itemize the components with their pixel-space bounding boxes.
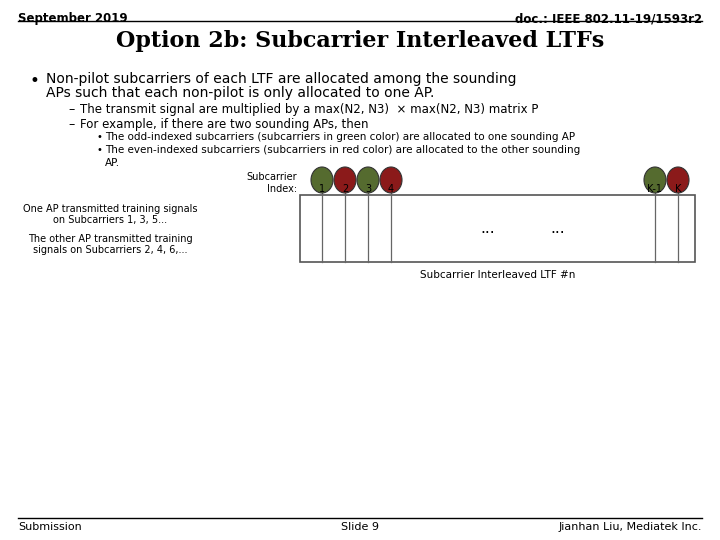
Text: APs such that each non-pilot is only allocated to one AP.: APs such that each non-pilot is only all… (46, 86, 434, 100)
Text: Submission: Submission (18, 522, 82, 532)
Ellipse shape (644, 167, 666, 193)
Text: ...: ... (481, 221, 495, 236)
Ellipse shape (357, 167, 379, 193)
Text: –: – (68, 103, 74, 116)
Text: The transmit signal are multiplied by a max(N2, N3)  × max(N2, N3) matrix P: The transmit signal are multiplied by a … (80, 103, 539, 116)
Text: 4: 4 (388, 184, 394, 194)
Text: •: • (30, 72, 40, 90)
Text: 2: 2 (342, 184, 348, 194)
Bar (300, 195, 695, 262)
Text: The odd-indexed subcarriers (subcarriers in green color) are allocated to one so: The odd-indexed subcarriers (subcarriers… (105, 132, 575, 142)
Text: September 2019: September 2019 (18, 12, 127, 25)
Text: ...: ... (551, 221, 565, 236)
Text: The even-indexed subcarriers (subcarriers in red color) are allocated to the oth: The even-indexed subcarriers (subcarrier… (105, 145, 580, 155)
Text: Slide 9: Slide 9 (341, 522, 379, 532)
Ellipse shape (334, 167, 356, 193)
Text: AP.: AP. (105, 158, 120, 168)
Text: 1: 1 (319, 184, 325, 194)
Text: on Subcarriers 1, 3, 5...: on Subcarriers 1, 3, 5... (53, 215, 167, 225)
Text: •: • (96, 145, 102, 155)
Ellipse shape (667, 167, 689, 193)
Text: One AP transmitted training signals: One AP transmitted training signals (23, 204, 197, 214)
Text: doc.: IEEE 802.11-19/1593r2: doc.: IEEE 802.11-19/1593r2 (515, 12, 702, 25)
Ellipse shape (311, 167, 333, 193)
Text: –: – (68, 118, 74, 131)
Text: Option 2b: Subcarrier Interleaved LTFs: Option 2b: Subcarrier Interleaved LTFs (116, 30, 604, 52)
Text: K-1: K-1 (647, 184, 662, 194)
Text: The other AP transmitted training: The other AP transmitted training (27, 234, 192, 244)
Text: •: • (96, 132, 102, 142)
Text: For example, if there are two sounding APs, then: For example, if there are two sounding A… (80, 118, 369, 131)
Text: Subcarrier
Index:: Subcarrier Index: (246, 172, 297, 194)
Text: 3: 3 (365, 184, 371, 194)
Text: Subcarrier Interleaved LTF #n: Subcarrier Interleaved LTF #n (420, 270, 575, 280)
Text: Non-pilot subcarriers of each LTF are allocated among the sounding: Non-pilot subcarriers of each LTF are al… (46, 72, 516, 86)
Text: signals on Subcarriers 2, 4, 6,...: signals on Subcarriers 2, 4, 6,... (32, 245, 187, 255)
Ellipse shape (380, 167, 402, 193)
Text: K: K (675, 184, 681, 194)
Text: Jianhan Liu, Mediatek Inc.: Jianhan Liu, Mediatek Inc. (559, 522, 702, 532)
